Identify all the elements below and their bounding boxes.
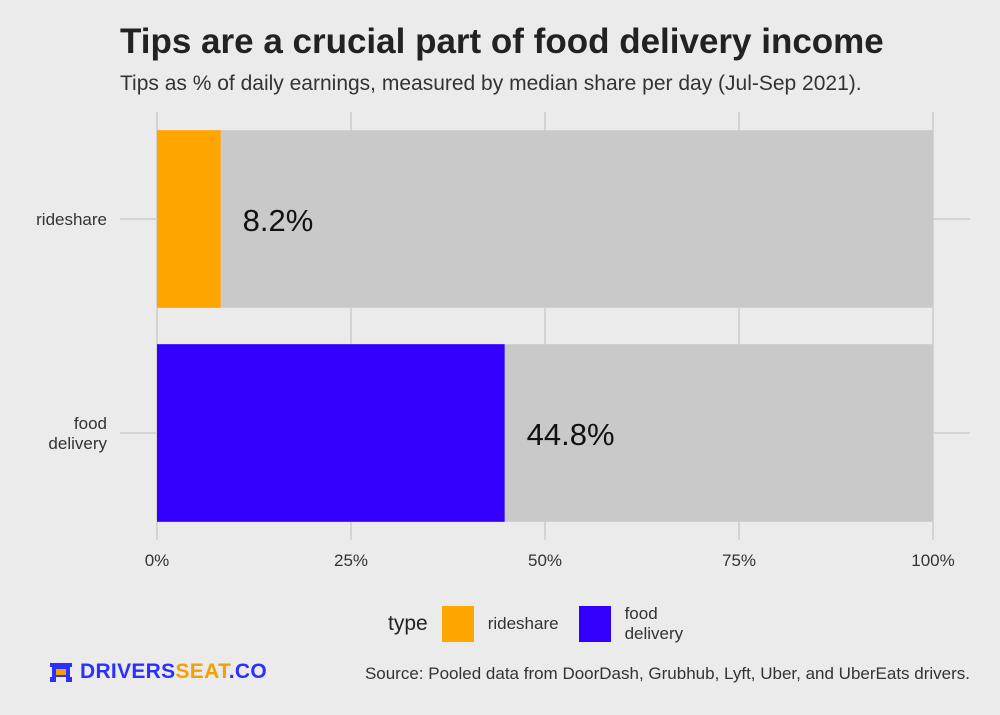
legend-item-rideshare: rideshare	[441, 606, 559, 642]
legend-swatch-rideshare	[441, 606, 474, 642]
bar-1	[157, 344, 505, 522]
x-tick-label-3: 75%	[722, 551, 756, 570]
brand-text-co: .CO	[228, 660, 268, 683]
legend-label-rideshare: rideshare	[487, 614, 559, 633]
car-seat-icon	[50, 663, 72, 682]
legend-label-food-delivery: food delivery	[624, 604, 684, 643]
brand-logo: DRIVERSSEAT.CO	[48, 660, 267, 684]
data-label-1: 44.8%	[527, 417, 615, 452]
bar-0	[157, 130, 221, 308]
bar-chart: 8.2% rideshare 44.8% food delivery 0% 25% 50% 75…	[36, 112, 970, 570]
x-tick-label-0: 0%	[145, 551, 170, 570]
bar-remainder-0	[157, 130, 933, 308]
category-label-0: rideshare	[36, 210, 107, 229]
data-label-0: 8.2%	[243, 203, 314, 238]
chart-subtitle: Tips as % of daily earnings, measured by…	[120, 72, 862, 95]
legend-item-food-delivery: food delivery	[578, 604, 705, 644]
brand-text-seat: SEAT	[175, 660, 229, 683]
legend-title: type	[388, 612, 428, 635]
x-tick-label-1: 25%	[334, 551, 368, 570]
legend-swatch-food-delivery	[578, 606, 611, 642]
brand-text-drivers: DRIVERS	[80, 660, 176, 683]
chart-title: Tips are a crucial part of food delivery…	[120, 22, 884, 61]
x-tick-label-2: 50%	[528, 551, 562, 570]
category-label-1: food delivery	[48, 414, 107, 453]
x-tick-label-4: 100%	[911, 551, 954, 570]
legend: type rideshare food delivery	[388, 604, 725, 644]
source-note: Source: Pooled data from DoorDash, Grubh…	[364, 664, 970, 683]
